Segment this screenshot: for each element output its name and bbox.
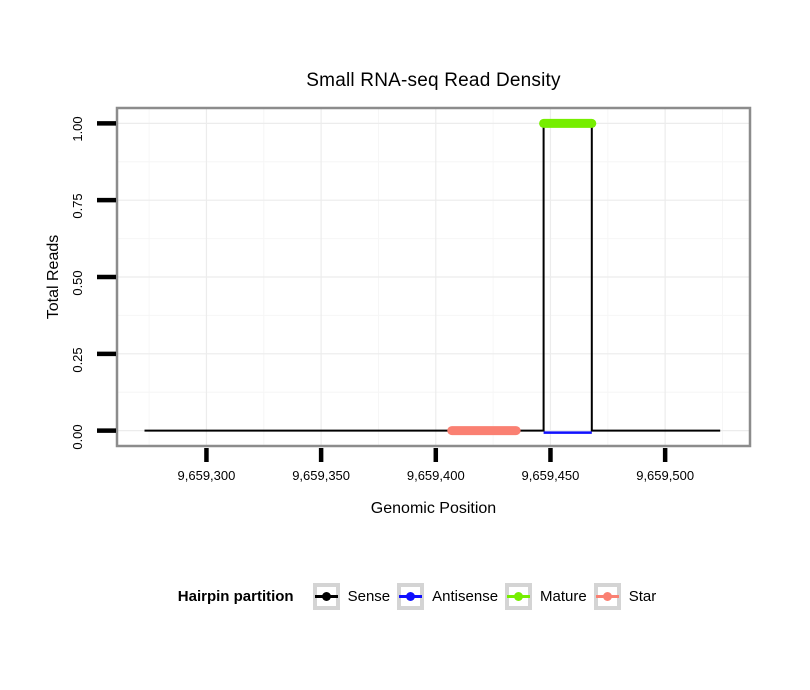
legend-key-dot [321,591,331,601]
legend-key-icon [593,582,621,610]
legend-key-dot [406,591,416,601]
x-tick-label: 9,659,300 [177,468,236,483]
legend-key-dot [602,591,612,601]
legend-entries: Sense Antisense Mature Star [312,582,657,610]
x-tick-label: 9,659,500 [636,468,695,483]
legend-entry-star: Star [593,582,657,610]
legend-label-antisense: Antisense [432,587,499,605]
legend: Hairpin partition Sense Antisense Mature St… [12,580,810,612]
legend-entry-antisense: Antisense [397,582,499,610]
x-tick-label: 9,659,400 [406,468,465,483]
legend-entry-sense: Sense [312,582,391,610]
legend-entry-mature: Mature [505,582,587,610]
y-tick-label: 1.00 [70,116,85,143]
x-tick-label: 9,659,450 [521,468,580,483]
x-axis-title: Genomic Position [370,500,497,517]
y-tick-label: 0.25 [70,347,85,373]
legend-label-sense: Sense [347,587,391,605]
y-tick-label: 0.50 [70,270,85,296]
x-tick-label: 9,659,350 [292,468,351,483]
legend-label-mature: Mature [540,587,587,605]
y-axis-title: Total Reads [45,234,62,320]
legend-label-star: Star [628,587,657,605]
panel-border [115,106,752,448]
legend-key-dot [514,591,524,601]
chart-title: Small RNA-seq Read Density [306,70,561,91]
y-tick-label: 0.00 [70,423,85,450]
y-tick-label: 0.75 [70,193,85,219]
legend-key-icon [397,582,425,610]
legend-key-icon [312,582,340,610]
legend-key-icon [505,582,533,610]
legend-title: Hairpin partition [177,587,294,605]
